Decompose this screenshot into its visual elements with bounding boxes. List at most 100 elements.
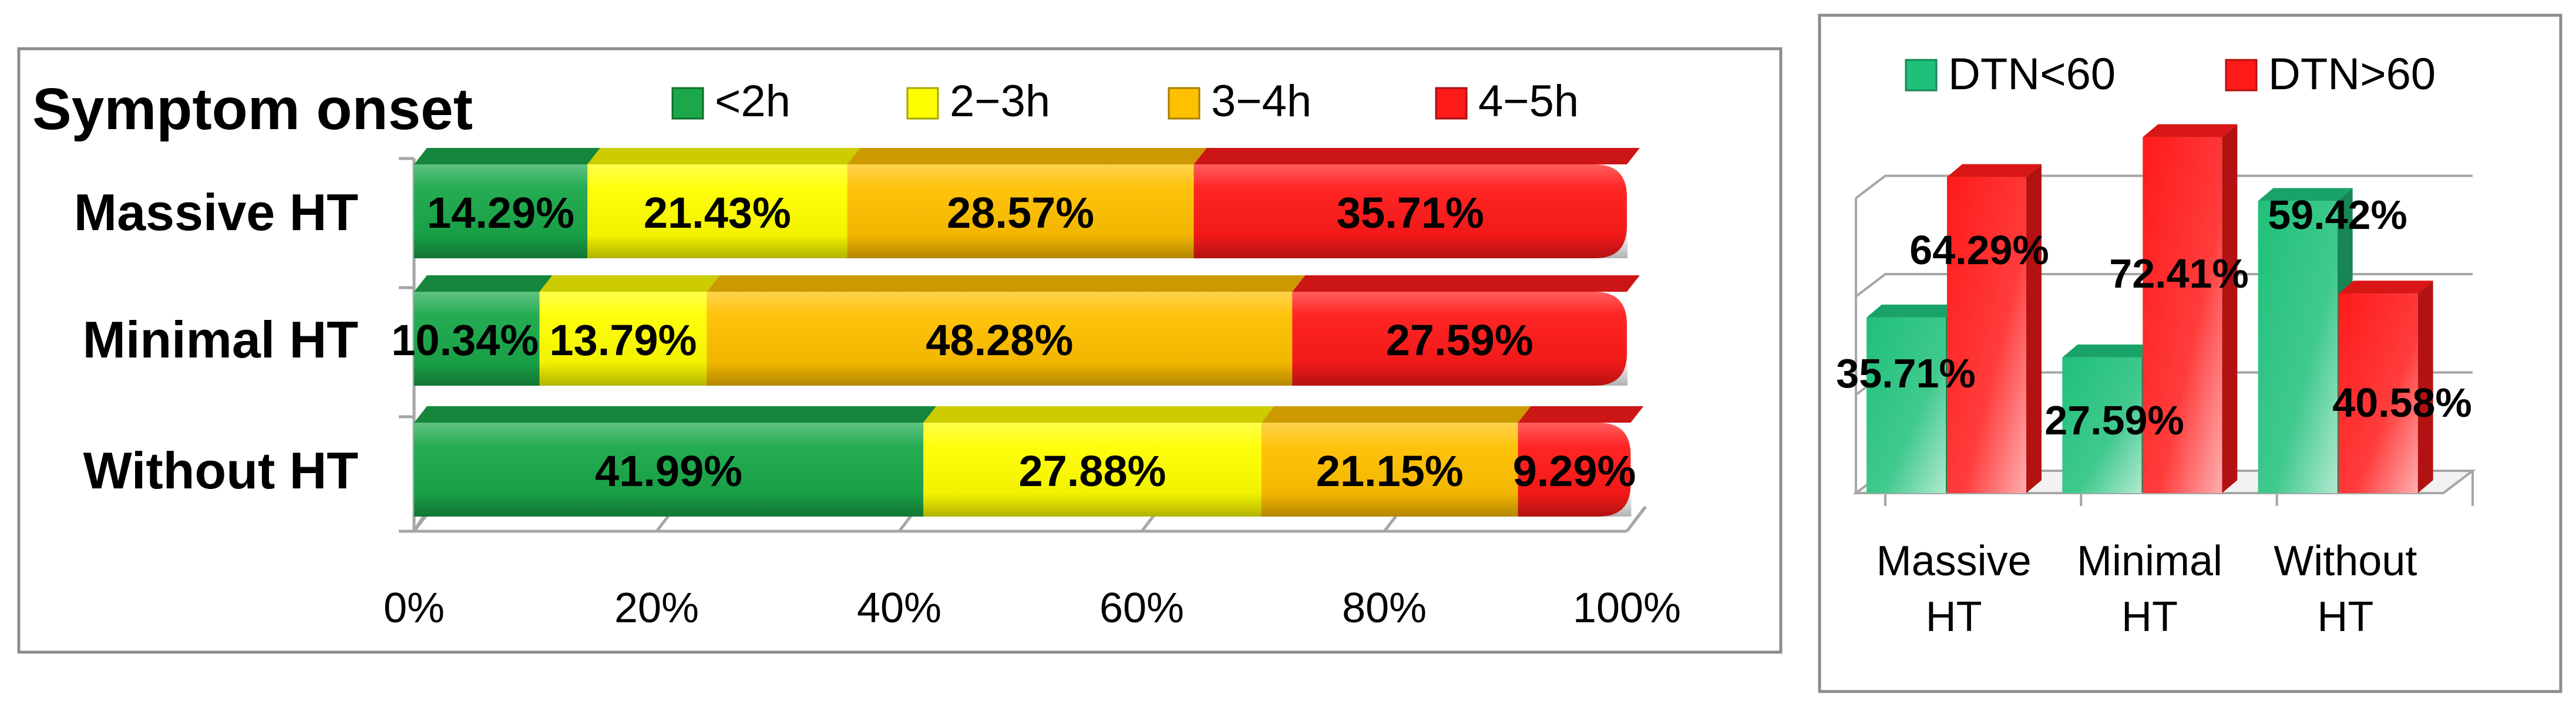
bar-segment-shade xyxy=(414,292,540,386)
data-label: 27.59% xyxy=(2044,397,2184,443)
category-label: Without HT xyxy=(83,441,358,500)
x-tick-label-0: 0% xyxy=(384,585,445,632)
x-tick-label-4: 80% xyxy=(1342,585,1427,632)
bar-segment xyxy=(587,148,860,258)
data-label: 59.42% xyxy=(2268,192,2407,238)
x-tick-label-3: 60% xyxy=(1099,585,1184,632)
right-category-labels: Massive HT Minimal HT Without HT xyxy=(1876,538,2417,640)
column-shade xyxy=(2143,137,2222,493)
data-label: 28.57% xyxy=(947,188,1094,237)
legend-swatch-1 xyxy=(2225,59,2258,92)
column xyxy=(2258,188,2353,493)
bar-segment-top xyxy=(1518,406,1644,423)
data-label: 35.71% xyxy=(1337,188,1484,237)
bar-segment-shade xyxy=(1518,423,1632,517)
category-label-line1: Without xyxy=(2274,538,2417,585)
bar-segment-top xyxy=(1292,275,1640,292)
bar-segment xyxy=(414,406,937,517)
data-label: 14.29% xyxy=(427,188,574,237)
bar-segment-shade xyxy=(847,164,1195,258)
legend-swatch-0 xyxy=(671,87,704,120)
column-top xyxy=(2143,124,2238,137)
data-label: 9.29% xyxy=(1513,447,1636,495)
bar-segment-shade xyxy=(539,292,708,386)
bar-segment xyxy=(539,275,720,386)
bar-segment xyxy=(414,275,553,386)
column xyxy=(1947,164,2042,493)
category-label-line1: Massive xyxy=(1876,538,2032,585)
bar-segment-top xyxy=(707,275,1306,292)
legend-label-1: 2−3h xyxy=(950,76,1050,126)
right-chart: DTN<60 DTN>60 35.71% 64.29% 27.59% 72.41% 59.… xyxy=(1818,14,2562,693)
left-bars: 14.29% 21.43% 28.57% 35.71% 10.34% 13.79% 48.2… xyxy=(391,148,1644,517)
gridline-2 xyxy=(1855,174,2473,200)
data-label: 13.79% xyxy=(549,316,697,365)
column xyxy=(2338,281,2433,493)
legend-swatch-2 xyxy=(1168,87,1200,120)
x-tick-mark-5 xyxy=(1626,505,1647,532)
bar-segment-shade xyxy=(1261,423,1519,517)
column-top xyxy=(1867,304,1961,318)
column-top xyxy=(2062,344,2157,357)
data-label: 27.88% xyxy=(1018,447,1166,495)
column-side xyxy=(2417,281,2433,493)
bar-segment-top xyxy=(587,148,860,164)
legend-label-2: 3−4h xyxy=(1211,76,1311,126)
column-side xyxy=(2222,124,2238,493)
bar-segment-shade xyxy=(414,164,588,258)
bar-segment-top xyxy=(414,406,937,423)
column-shade xyxy=(2258,201,2338,493)
data-label: 41.99% xyxy=(595,447,742,495)
data-label: 21.43% xyxy=(644,188,791,237)
data-label: 27.59% xyxy=(1386,316,1534,365)
data-label: 40.58% xyxy=(2332,380,2471,426)
legend-label-0: <2h xyxy=(715,76,791,126)
bar-segment-top xyxy=(1193,148,1640,164)
column-shade xyxy=(2338,294,2418,493)
bar-segment-top xyxy=(923,406,1274,423)
bar-segment-shade xyxy=(707,292,1293,386)
bar-segment xyxy=(1261,406,1531,517)
bar-segment-shade xyxy=(414,423,924,517)
legend-label-3: 4−5h xyxy=(1478,76,1579,126)
column-side xyxy=(2026,164,2042,493)
bar-segment-top xyxy=(414,275,553,292)
bar-segment-shade xyxy=(1193,164,1627,258)
data-label: 10.34% xyxy=(391,316,539,365)
bar-segment xyxy=(847,148,1207,258)
left-chart: Symptom onset <2h 2−3h 3−4h 4−5h 14.29% 21.4… xyxy=(17,47,1783,654)
left-tick-labels: 0% 20% 40% 60% 80% 100% xyxy=(384,585,1681,632)
bar-segment-shade xyxy=(923,423,1262,517)
column-shade xyxy=(2062,357,2142,493)
column-top xyxy=(2338,281,2433,294)
data-label: 35.71% xyxy=(1836,350,1975,396)
column-top xyxy=(1947,164,2042,177)
column-shade xyxy=(1947,177,2026,493)
bar-segment xyxy=(1193,148,1640,258)
legend-swatch-1 xyxy=(906,87,939,120)
legend-swatch-3 xyxy=(1435,87,1468,120)
category-label-line2: HT xyxy=(2121,593,2178,640)
bar-segment xyxy=(923,406,1274,517)
bar-segment xyxy=(414,148,601,258)
right-legend: DTN<60 DTN>60 xyxy=(1905,49,2436,99)
legend-label-0: DTN<60 xyxy=(1948,49,2116,99)
column xyxy=(2143,124,2238,493)
bar-segment-top xyxy=(1261,406,1531,423)
data-label: 21.15% xyxy=(1316,447,1464,495)
legend-swatch-0 xyxy=(1905,59,1938,92)
category-label: Massive HT xyxy=(74,183,358,241)
data-label: 48.28% xyxy=(926,316,1073,365)
bar-segment-shade xyxy=(587,164,848,258)
bar-segment-top xyxy=(414,148,601,164)
x-tick-label-2: 40% xyxy=(857,585,941,632)
legend-label-1: DTN>60 xyxy=(2268,49,2436,99)
category-label-line2: HT xyxy=(2317,593,2373,640)
x-tick-label-1: 20% xyxy=(614,585,699,632)
bar-segment-shade xyxy=(1292,292,1627,386)
category-label-line1: Minimal xyxy=(2077,538,2222,585)
column xyxy=(1867,304,1961,493)
left-legend: <2h 2−3h 3−4h 4−5h xyxy=(671,76,1579,126)
data-label: 64.29% xyxy=(1909,227,2049,273)
